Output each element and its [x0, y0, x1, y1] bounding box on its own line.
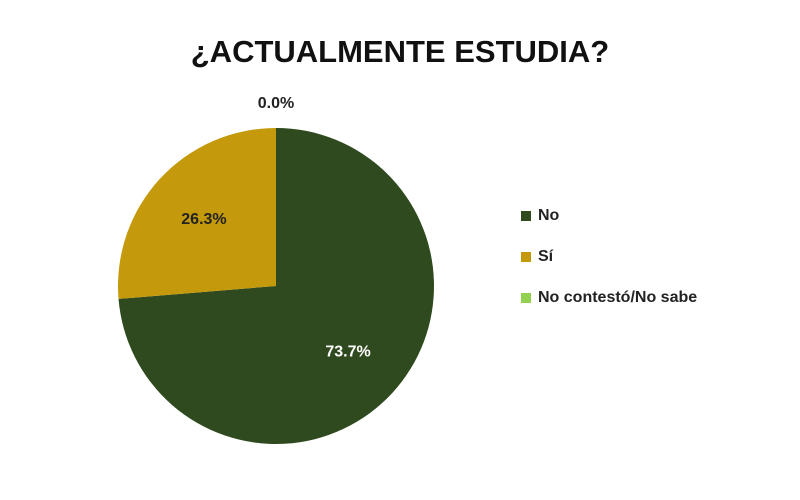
legend-label: No contestó/No sabe	[538, 289, 697, 306]
value-label: 0.0%	[258, 95, 294, 112]
legend-swatch	[521, 293, 531, 303]
legend-swatch	[521, 252, 531, 262]
legend-label: Sí	[538, 248, 554, 265]
value-label: 26.3%	[181, 211, 226, 228]
legend-swatch	[521, 211, 531, 221]
pie-slice	[118, 128, 277, 299]
pie-slice	[118, 128, 434, 445]
chart-title: ¿ACTUALMENTE ESTUDIA?	[191, 34, 609, 69]
legend-label: No	[538, 207, 560, 224]
value-label: 73.7%	[325, 344, 370, 361]
